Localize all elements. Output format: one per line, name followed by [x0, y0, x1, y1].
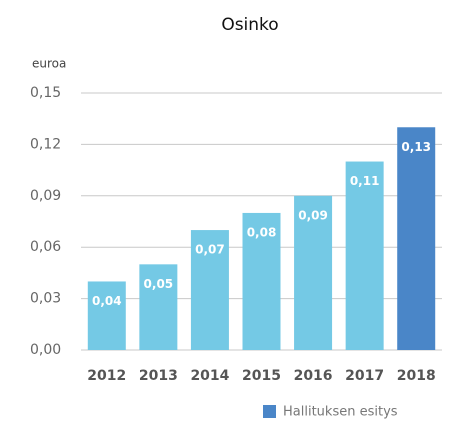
y-tick-label: 0,06 [30, 239, 61, 255]
chart-title: Osinko [221, 15, 278, 35]
x-tick-label: 2017 [345, 368, 384, 384]
x-tick-label: 2018 [397, 368, 436, 384]
x-tick-label: 2016 [294, 368, 333, 384]
y-tick-label: 0,00 [30, 342, 61, 358]
data-label: 0,13 [401, 140, 431, 154]
legend-swatch [263, 405, 276, 418]
bar [242, 212, 281, 350]
y-tick-label: 0,12 [30, 136, 61, 152]
x-tick-label: 2015 [242, 368, 281, 384]
data-label: 0,11 [350, 174, 380, 188]
data-label: 0,08 [247, 225, 277, 239]
x-tick-label: 2012 [87, 368, 126, 384]
bar [139, 264, 178, 350]
data-label: 0,07 [195, 243, 225, 257]
y-tick-label: 0,09 [30, 188, 61, 204]
data-label: 0,05 [144, 277, 174, 291]
legend-label: Hallituksen esitys [283, 405, 398, 420]
x-tick-label: 2013 [139, 368, 178, 384]
y-axis-label: euroa [32, 57, 66, 71]
bar [87, 281, 126, 350]
bar [345, 161, 384, 350]
data-label: 0,09 [298, 208, 328, 222]
bar [190, 230, 229, 350]
bar [294, 195, 333, 350]
y-tick-label: 0,03 [30, 291, 61, 307]
x-tick-label: 2014 [190, 368, 229, 384]
data-label: 0,04 [92, 294, 122, 308]
y-tick-label: 0,15 [30, 85, 61, 101]
bar [397, 127, 436, 351]
